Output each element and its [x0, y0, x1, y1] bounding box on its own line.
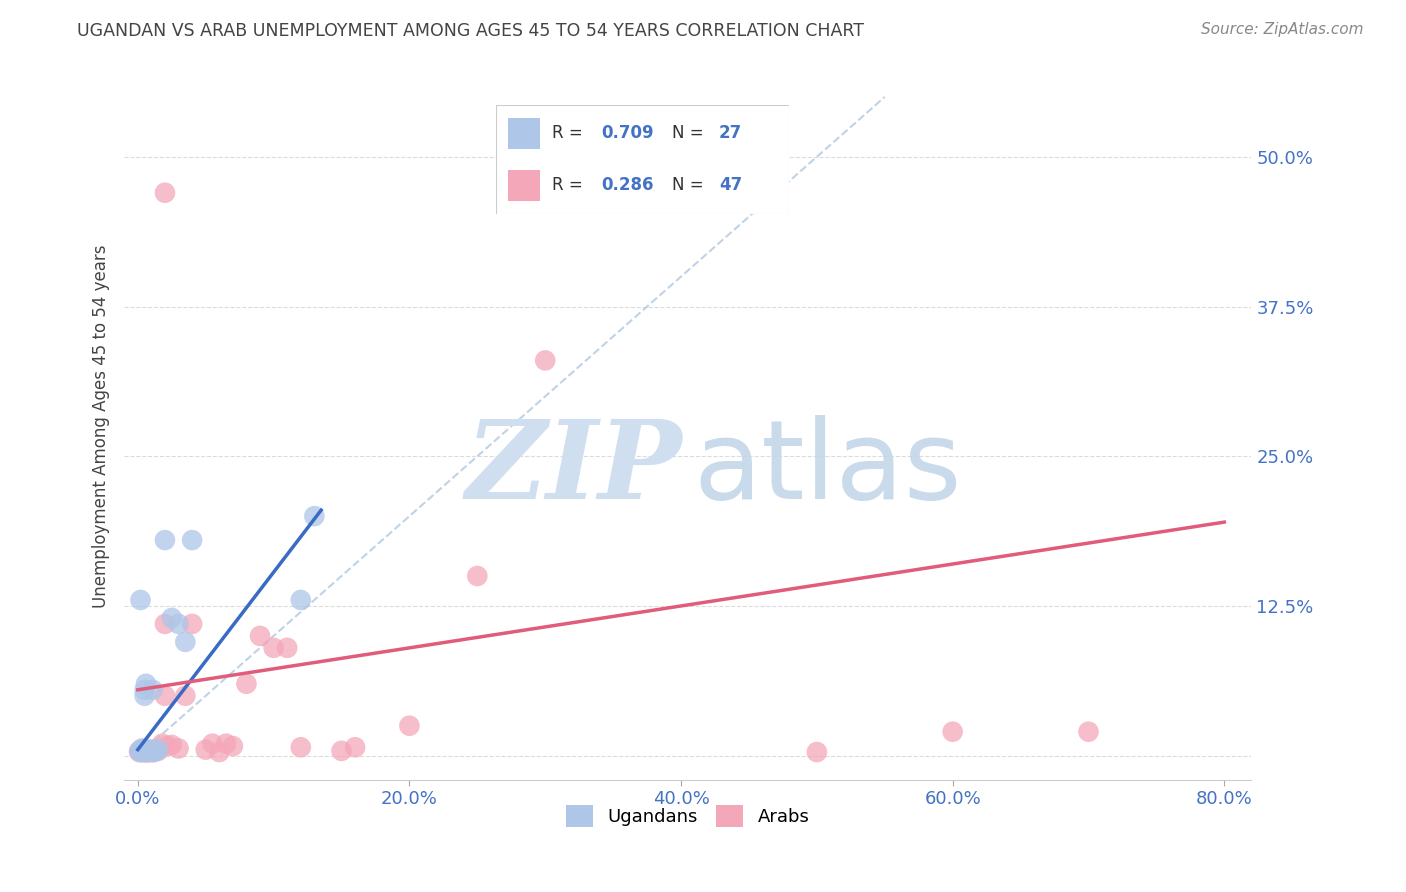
Point	[143, 745, 166, 759]
Point	[138, 745, 160, 759]
Point	[141, 745, 163, 759]
Point	[136, 744, 159, 758]
Point	[181, 533, 204, 547]
Point	[135, 745, 157, 759]
Point	[806, 745, 828, 759]
Point	[153, 616, 176, 631]
Point	[132, 742, 155, 756]
Point	[134, 744, 156, 758]
Point	[174, 689, 197, 703]
Point	[129, 745, 152, 759]
Point	[153, 533, 176, 547]
Point	[142, 745, 165, 759]
Point	[215, 737, 238, 751]
Point	[136, 745, 159, 759]
Text: atlas: atlas	[693, 415, 962, 522]
Point	[222, 739, 245, 753]
Point	[131, 745, 153, 759]
Point	[167, 616, 190, 631]
Point	[134, 689, 156, 703]
Point	[128, 745, 150, 759]
Point	[249, 629, 271, 643]
Point	[263, 640, 285, 655]
Point	[344, 740, 367, 755]
Point	[129, 593, 152, 607]
Point	[138, 745, 160, 759]
Point	[194, 742, 217, 756]
Point	[156, 739, 179, 753]
Point	[167, 741, 190, 756]
Point	[160, 738, 183, 752]
Point	[160, 611, 183, 625]
Y-axis label: Unemployment Among Ages 45 to 54 years: Unemployment Among Ages 45 to 54 years	[93, 244, 110, 608]
Point	[138, 742, 160, 756]
Point	[290, 593, 312, 607]
Point	[132, 745, 155, 759]
Point	[153, 186, 176, 200]
Point	[136, 744, 159, 758]
Point	[146, 742, 169, 756]
Point	[153, 689, 176, 703]
Point	[150, 737, 173, 751]
Point	[141, 744, 163, 758]
Point	[174, 635, 197, 649]
Point	[139, 744, 162, 758]
Point	[131, 742, 153, 756]
Point	[276, 640, 298, 655]
Text: Source: ZipAtlas.com: Source: ZipAtlas.com	[1201, 22, 1364, 37]
Point	[145, 744, 167, 758]
Point	[132, 744, 155, 758]
Point	[235, 677, 257, 691]
Point	[304, 509, 326, 524]
Point	[142, 682, 165, 697]
Point	[135, 745, 157, 759]
Point	[330, 744, 353, 758]
Point	[129, 744, 152, 758]
Point	[201, 737, 224, 751]
Point	[135, 744, 157, 758]
Text: UGANDAN VS ARAB UNEMPLOYMENT AMONG AGES 45 TO 54 YEARS CORRELATION CHART: UGANDAN VS ARAB UNEMPLOYMENT AMONG AGES …	[77, 22, 865, 40]
Point	[128, 744, 150, 758]
Point	[141, 742, 163, 756]
Point	[1077, 724, 1099, 739]
Point	[131, 742, 153, 756]
Point	[131, 741, 153, 756]
Point	[135, 677, 157, 691]
Point	[398, 719, 420, 733]
Point	[181, 616, 204, 631]
Point	[208, 745, 231, 759]
Point	[132, 744, 155, 758]
Point	[134, 745, 156, 759]
Point	[146, 744, 169, 758]
Point	[139, 744, 162, 758]
Text: ZIP: ZIP	[465, 415, 682, 523]
Point	[465, 569, 488, 583]
Point	[134, 682, 156, 697]
Point	[143, 742, 166, 756]
Point	[534, 353, 557, 368]
Point	[138, 744, 160, 758]
Legend: Ugandans, Arabs: Ugandans, Arabs	[560, 797, 817, 834]
Point	[942, 724, 965, 739]
Point	[290, 740, 312, 755]
